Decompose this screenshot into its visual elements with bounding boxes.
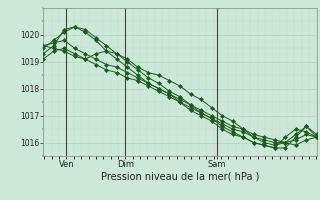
X-axis label: Pression niveau de la mer( hPa ): Pression niveau de la mer( hPa ) [101,172,259,182]
